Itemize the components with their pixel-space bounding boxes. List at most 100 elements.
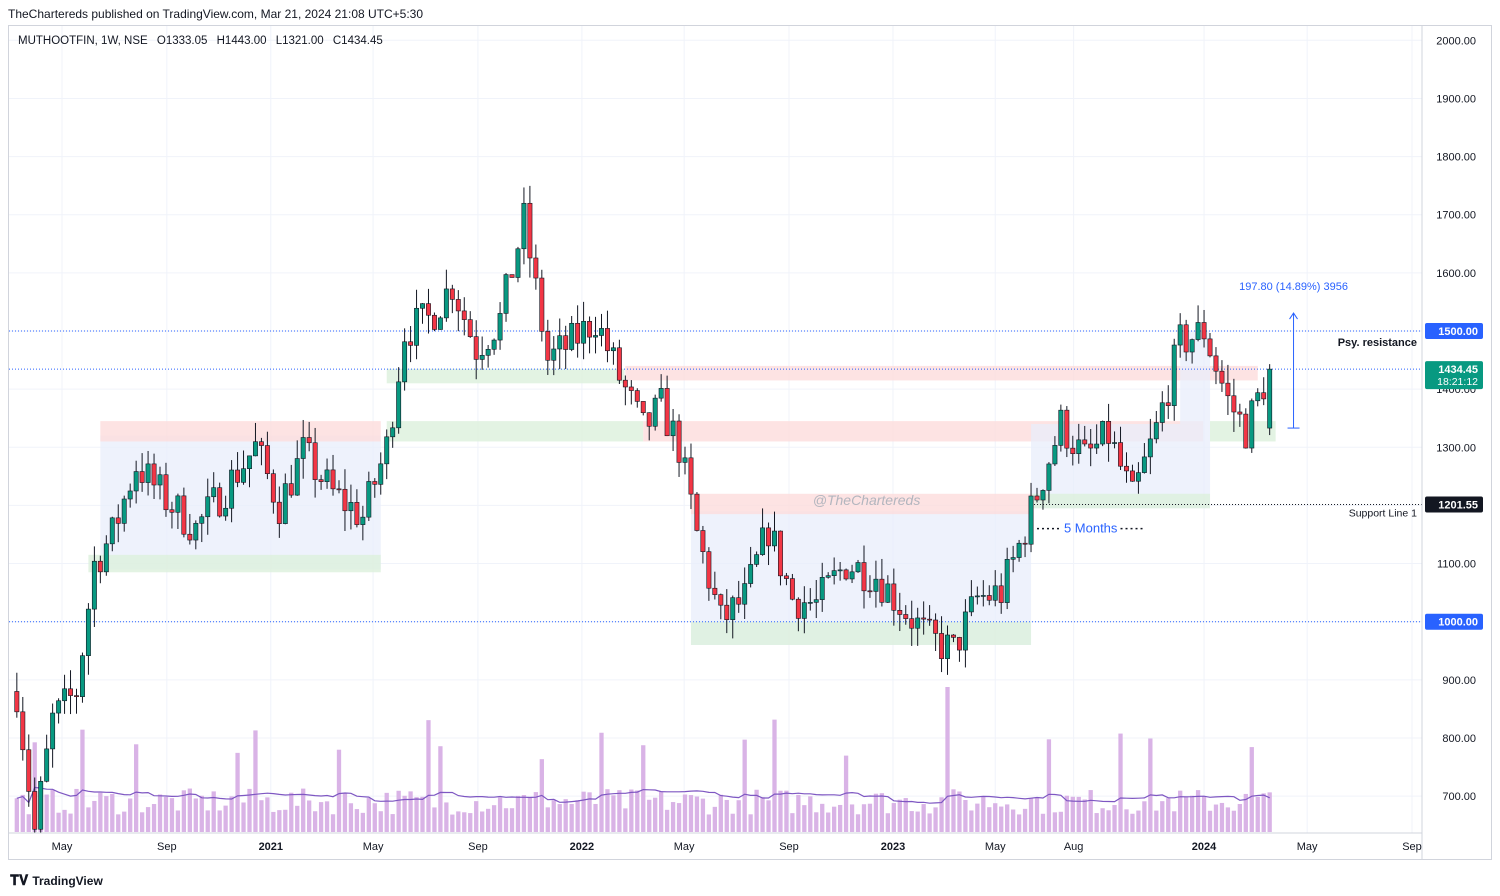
publisher-line: TheChartereds published on TradingView.c…	[8, 7, 424, 21]
volume-bar	[104, 796, 109, 832]
candle-up	[175, 495, 181, 513]
price-badge-1500-bg	[1425, 323, 1483, 339]
candle-up	[1195, 322, 1201, 340]
volume-bar	[62, 809, 67, 832]
volume-bar	[1124, 809, 1129, 832]
candle-up	[593, 335, 598, 338]
candle-up	[557, 335, 563, 350]
time-tick-label: 2023	[881, 841, 905, 853]
candle-down	[933, 619, 939, 634]
volume-bar	[999, 806, 1004, 832]
volume-bar	[736, 800, 741, 832]
volume-bar	[593, 803, 598, 832]
candle-down	[408, 341, 414, 346]
candle-up	[1040, 490, 1046, 501]
volume-bar	[587, 792, 592, 832]
volume-bar	[1118, 733, 1123, 832]
candle-down	[32, 791, 38, 830]
candle-down	[843, 569, 849, 580]
candle-up	[992, 585, 998, 601]
volume-bar	[897, 799, 902, 832]
candle-up	[1189, 339, 1195, 353]
volume-bar	[861, 804, 867, 832]
legend-symbol[interactable]: MUTHOOTFIN, 1W, NSE	[18, 35, 148, 47]
candle-up	[133, 471, 139, 492]
volume-bar	[718, 794, 723, 832]
volume-bar	[1112, 805, 1117, 832]
candle-up	[503, 274, 509, 314]
candle-up	[396, 381, 402, 429]
candle-up	[1076, 439, 1082, 454]
volume-bar	[271, 811, 276, 832]
volume-bar	[1100, 808, 1105, 832]
candle-down	[688, 457, 694, 495]
candle-down	[867, 590, 873, 593]
volume-bar	[1046, 739, 1052, 832]
volume-bar	[1184, 796, 1189, 832]
candle-up	[855, 562, 861, 573]
volume-bar	[951, 789, 956, 832]
volume-bar	[259, 800, 264, 832]
candle-up	[324, 469, 330, 482]
volume-bar	[1136, 810, 1141, 832]
volume-bar	[408, 791, 413, 832]
volume-bar	[599, 732, 604, 832]
volume-bar	[820, 803, 825, 832]
legend-open: O1333.05	[156, 35, 208, 47]
candle-up	[1141, 456, 1147, 473]
volume-bar	[509, 808, 515, 832]
candle-down	[1106, 421, 1112, 444]
volume-bar	[193, 798, 198, 832]
volume-bar	[629, 789, 634, 832]
candle-down	[527, 202, 533, 259]
volume-bar	[957, 791, 962, 832]
volume-bar	[187, 788, 192, 832]
support-line-label: Support Line 1	[1349, 508, 1417, 520]
demand-zone	[1031, 493, 1211, 509]
volume-bar	[444, 802, 449, 832]
candle-down	[1225, 382, 1231, 397]
candle-down	[139, 471, 145, 483]
volume-bar	[175, 810, 181, 832]
symbol-legend: MUTHOOTFIN, 1W, NSE O1333.05 H1443.00 L1…	[18, 35, 389, 47]
candle-up	[121, 498, 127, 524]
volume-bar	[462, 812, 467, 832]
current-price-badge-bg	[1425, 361, 1483, 390]
candle-down	[1082, 439, 1088, 445]
volume-bar	[56, 812, 61, 832]
volume-bar	[772, 719, 777, 832]
volume-bar	[157, 794, 163, 832]
candle-up	[1171, 344, 1177, 406]
volume-bar	[993, 803, 998, 832]
candle-up	[742, 583, 748, 605]
price-badge-1000-bg	[1425, 613, 1483, 630]
candle-up	[551, 348, 557, 361]
candle-down	[783, 575, 789, 579]
volume-bar	[145, 807, 151, 832]
candle-up	[962, 611, 968, 651]
candle-up	[515, 248, 521, 278]
tradingview-branding[interactable]: 𝐓𝐕 TradingView	[10, 872, 103, 889]
price-badge-support-bg	[1425, 496, 1483, 513]
candle-up	[157, 474, 163, 486]
candle-down	[718, 594, 724, 606]
volume-bar	[1189, 795, 1195, 832]
volume-bar	[80, 729, 85, 832]
time-tick-label: 2022	[570, 841, 594, 853]
volume-bar	[50, 789, 55, 832]
candle-up	[294, 458, 300, 496]
volume-bar	[1064, 795, 1069, 832]
candle-down	[163, 474, 169, 511]
volume-bar	[921, 804, 926, 832]
candle-up	[652, 397, 658, 427]
time-tick-label: 2024	[1192, 841, 1217, 853]
volume-bar	[653, 797, 658, 832]
candle-down	[288, 483, 294, 496]
volume-bar	[963, 800, 968, 832]
volume-bar	[1172, 811, 1177, 832]
candle-up	[885, 583, 891, 603]
current-price-badge: 1434.45	[1438, 364, 1478, 376]
candle-down	[1213, 355, 1219, 372]
candle-up	[1135, 472, 1141, 482]
